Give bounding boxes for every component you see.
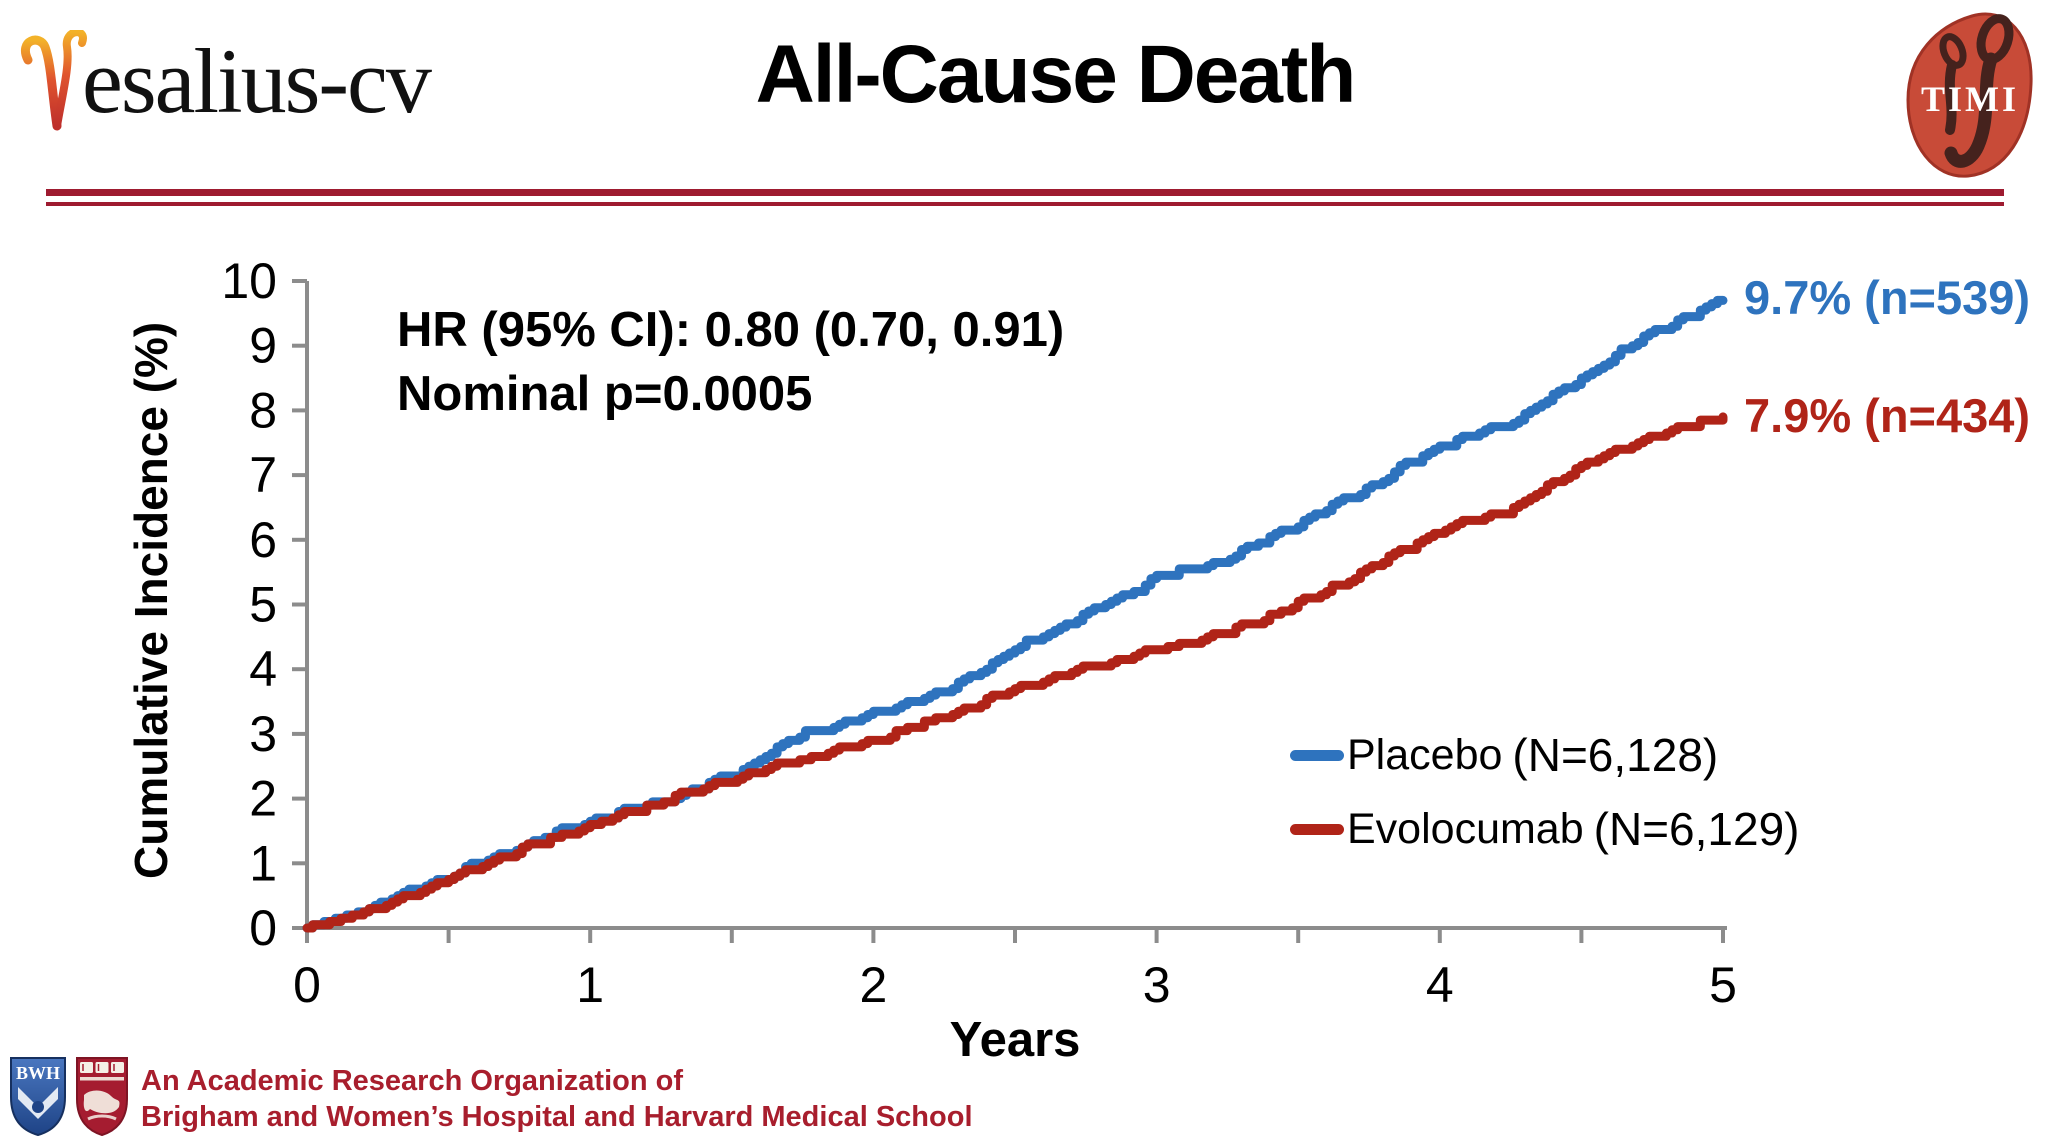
bwh-shield-text: BWH xyxy=(16,1063,60,1083)
x-tick-label: 1 xyxy=(576,957,604,1013)
bwh-shield-logo: BWH xyxy=(8,1055,68,1138)
vesalius-heart-v-icon xyxy=(21,30,87,131)
y-tick-label: 10 xyxy=(221,253,277,309)
harvard-shield-logo xyxy=(74,1055,130,1138)
y-tick-label: 2 xyxy=(249,771,277,827)
y-tick-label: 6 xyxy=(249,512,277,568)
harvard-shield-icon xyxy=(76,1057,128,1137)
y-tick-label: 3 xyxy=(249,706,277,762)
bwh-shield-icon: BWH xyxy=(10,1057,66,1137)
y-tick-label: 0 xyxy=(249,900,277,956)
x-axis-title: Years xyxy=(949,1013,1081,1067)
legend: Placebo (N=6,128) Evolocumab (N=6,129) xyxy=(1290,728,1799,856)
placebo-legend-label: Placebo xyxy=(1347,730,1503,779)
x-tick-label: 4 xyxy=(1426,957,1454,1013)
placebo-end-label: 9.7% (n=539) xyxy=(1744,271,2031,324)
timi-heart-icon: TIMI xyxy=(1906,12,2033,178)
hr-annotation-line2: Nominal p=0.0005 xyxy=(397,367,813,421)
header-rule-bottom xyxy=(46,202,2004,206)
y-tick-label: 1 xyxy=(249,835,277,891)
y-tick-label: 5 xyxy=(249,577,277,633)
hr-annotation-line1: HR (95% CI): 0.80 (0.70, 0.91) xyxy=(397,303,1065,357)
evolocumab-end-label: 7.9% (n=434) xyxy=(1744,389,2031,442)
vesalius-logo: esalius-cv xyxy=(16,30,432,134)
footer-line2: Brigham and Women’s Hospital and Harvard… xyxy=(141,1101,973,1133)
x-tick-label: 0 xyxy=(293,957,321,1013)
legend-row-evolocumab: Evolocumab (N=6,129) xyxy=(1290,802,1799,856)
header-rule-top xyxy=(46,189,2004,196)
y-tick-label: 8 xyxy=(249,382,277,438)
page-title: All-Cause Death xyxy=(755,29,1357,120)
evolocumab-legend-label: Evolocumab xyxy=(1347,804,1584,853)
vesalius-logo-text: esalius-cv xyxy=(82,30,432,132)
legend-row-placebo: Placebo (N=6,128) xyxy=(1290,728,1799,782)
y-tick-label: 4 xyxy=(249,641,277,697)
timi-logo: TIMI xyxy=(1894,4,2046,189)
y-tick-label: 9 xyxy=(249,318,277,374)
evolocumab-line-swatch xyxy=(1290,823,1344,835)
y-tick-label: 7 xyxy=(249,447,277,503)
timi-logo-text: TIMI xyxy=(1921,79,2019,119)
evolocumab-n-label: (N=6,129) xyxy=(1593,803,1800,855)
x-tick-label: 2 xyxy=(859,957,887,1013)
placebo-line-swatch xyxy=(1290,749,1344,761)
footer-line1: An Academic Research Organization of xyxy=(141,1065,684,1097)
x-tick-label: 3 xyxy=(1143,957,1171,1013)
x-tick-label: 5 xyxy=(1709,957,1737,1013)
hr-annotation: HR (95% CI): 0.80 (0.70, 0.91) Nominal p… xyxy=(397,298,1064,426)
placebo-n-label: (N=6,128) xyxy=(1512,729,1719,781)
y-axis-title: Cumulative Incidence (%) xyxy=(125,321,177,879)
evolocumab-curve xyxy=(302,412,1728,933)
footer-attribution: An Academic Research Organization of Bri… xyxy=(141,1063,973,1135)
